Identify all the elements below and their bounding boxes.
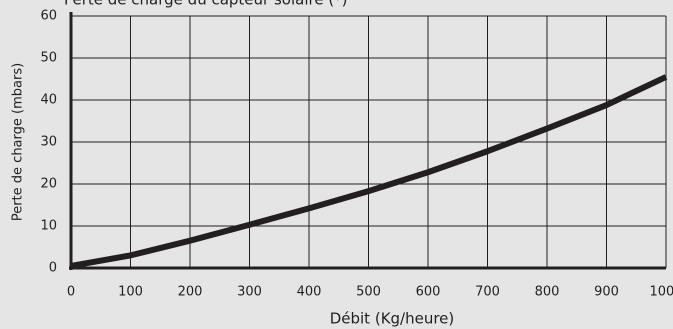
y-tick-label: 30	[40, 135, 57, 150]
x-tick-label: 600	[416, 285, 441, 300]
x-tick-label: 900	[594, 285, 619, 300]
x-tick-label: 500	[356, 285, 381, 300]
y-axis-label: Perte de charge (mbars)	[11, 63, 26, 221]
y-tick-label: 40	[40, 93, 57, 108]
y-tick-label: 50	[40, 51, 57, 66]
x-tick-label: 0	[67, 285, 75, 300]
y-tick-label: 60	[40, 9, 57, 24]
chart-title: Perte de charge du capteur solaire (*)	[64, 0, 348, 9]
y-tick-label: 10	[40, 219, 57, 234]
x-tick-label: 1000	[649, 285, 673, 300]
x-tick-label: 800	[535, 285, 560, 300]
x-tick-label: 700	[475, 285, 500, 300]
x-axis-label: Débit (Kg/heure)	[330, 310, 455, 328]
y-tick-label: 20	[40, 177, 57, 192]
data-line	[70, 74, 668, 269]
x-tick-label: 100	[118, 285, 143, 300]
y-tick-label: 0	[49, 261, 57, 276]
x-tick-label: 300	[237, 285, 262, 300]
x-tick-label: 200	[178, 285, 203, 300]
x-tick-label: 400	[297, 285, 322, 300]
